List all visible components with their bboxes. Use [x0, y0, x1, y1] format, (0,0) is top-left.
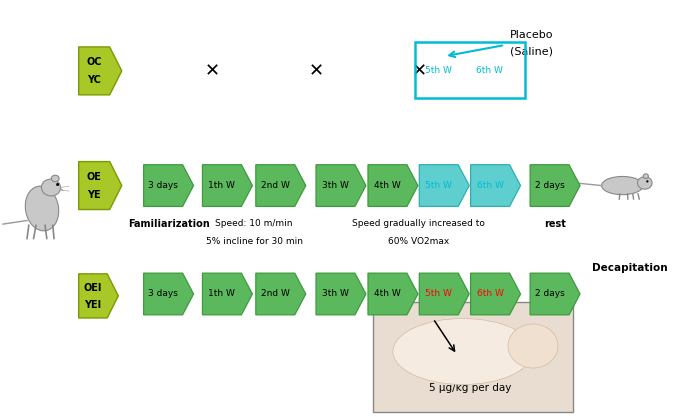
Polygon shape	[471, 165, 521, 206]
Text: 1th W: 1th W	[209, 181, 235, 190]
Polygon shape	[79, 47, 122, 95]
FancyBboxPatch shape	[373, 302, 573, 412]
Text: Placebo: Placebo	[510, 30, 553, 40]
Text: OE: OE	[87, 172, 102, 182]
Text: 2nd W: 2nd W	[261, 289, 290, 299]
Polygon shape	[316, 273, 366, 315]
Text: 5th W: 5th W	[425, 289, 452, 299]
Polygon shape	[144, 165, 194, 206]
Ellipse shape	[643, 174, 648, 178]
Text: 6th W: 6th W	[477, 289, 503, 299]
Ellipse shape	[51, 175, 59, 182]
Text: Familiarization: Familiarization	[128, 219, 209, 229]
Text: YE: YE	[88, 190, 101, 200]
Polygon shape	[419, 273, 469, 315]
Polygon shape	[144, 273, 194, 315]
Text: 6th W: 6th W	[477, 181, 503, 190]
Text: (Saline): (Saline)	[510, 47, 553, 57]
Text: 5th W: 5th W	[425, 181, 452, 190]
Polygon shape	[316, 165, 366, 206]
Ellipse shape	[393, 319, 533, 384]
Text: YEI: YEI	[84, 300, 101, 310]
Text: 3th W: 3th W	[322, 289, 349, 299]
Polygon shape	[471, 273, 521, 315]
Polygon shape	[368, 273, 418, 315]
Polygon shape	[79, 274, 118, 318]
Polygon shape	[419, 165, 469, 206]
Text: 3 days: 3 days	[148, 181, 178, 190]
Text: Speed gradually increased to: Speed gradually increased to	[352, 219, 485, 229]
Text: rest: rest	[544, 219, 566, 229]
Ellipse shape	[508, 324, 558, 368]
Polygon shape	[202, 165, 252, 206]
Text: IGF-1 administration: IGF-1 administration	[417, 362, 523, 372]
Polygon shape	[79, 161, 122, 209]
Text: 4th W: 4th W	[374, 181, 401, 190]
Polygon shape	[530, 165, 580, 206]
Text: 5th W: 5th W	[425, 66, 451, 75]
Text: OEI: OEI	[83, 283, 102, 293]
Ellipse shape	[637, 177, 652, 189]
Text: 60% VO2max: 60% VO2max	[388, 237, 449, 246]
Text: 3th W: 3th W	[322, 181, 349, 190]
Polygon shape	[368, 165, 418, 206]
Text: 2 days: 2 days	[535, 289, 564, 299]
Circle shape	[646, 180, 648, 183]
Text: ✕: ✕	[412, 62, 427, 80]
Text: 2nd W: 2nd W	[261, 181, 290, 190]
Text: 3 days: 3 days	[148, 289, 178, 299]
Ellipse shape	[602, 176, 643, 195]
Polygon shape	[256, 165, 306, 206]
Text: ✕: ✕	[205, 62, 220, 80]
Text: +: +	[462, 337, 478, 356]
Ellipse shape	[25, 186, 59, 231]
Text: OC: OC	[86, 57, 102, 67]
Polygon shape	[256, 273, 306, 315]
Circle shape	[56, 183, 59, 186]
Text: 1th W: 1th W	[209, 289, 235, 299]
Text: 2 days: 2 days	[535, 181, 564, 190]
Text: ✕: ✕	[308, 62, 324, 80]
Text: 5 μg/kg per day: 5 μg/kg per day	[429, 383, 511, 393]
Text: Decapitation: Decapitation	[592, 263, 668, 273]
Text: YC: YC	[88, 75, 101, 85]
Text: 4th W: 4th W	[374, 289, 401, 299]
Text: Speed: 10 m/min: Speed: 10 m/min	[215, 219, 293, 229]
Polygon shape	[530, 273, 580, 315]
Text: 6th W: 6th W	[476, 66, 503, 75]
Text: 5% incline for 30 min: 5% incline for 30 min	[206, 237, 302, 246]
Ellipse shape	[42, 179, 61, 196]
Polygon shape	[202, 273, 252, 315]
